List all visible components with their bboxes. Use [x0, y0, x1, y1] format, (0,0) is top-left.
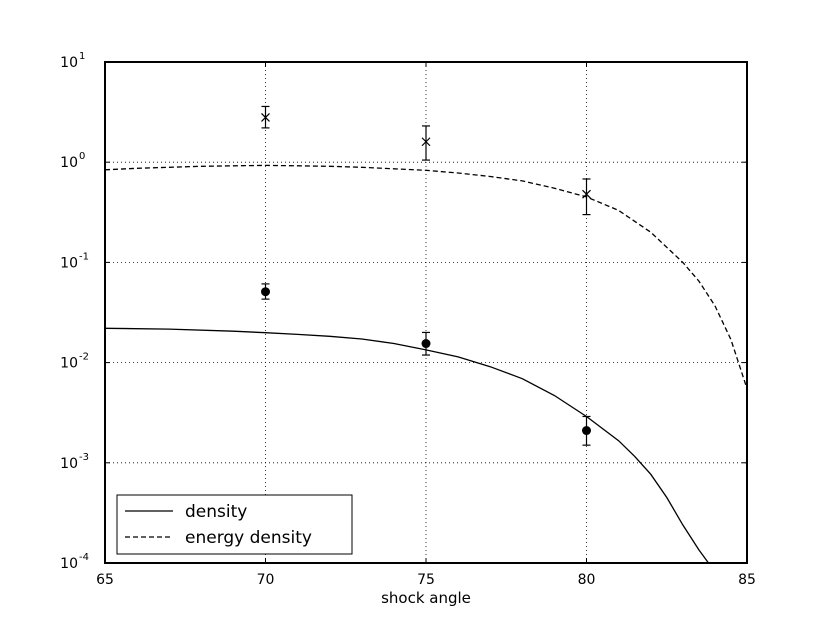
y-tick-label: 10: [60, 356, 78, 372]
x-tick-label: 65: [96, 572, 114, 588]
y-tick-exponent: -2: [79, 352, 89, 363]
y-tick-label: 10: [60, 556, 78, 572]
legend-label: energy density: [185, 528, 312, 548]
series-line-density: [104, 327, 710, 564]
x-tick-label: 80: [578, 572, 596, 588]
data-point-circle: [261, 287, 270, 297]
y-tick-label: 10: [60, 55, 78, 71]
data-point-cross: [261, 112, 270, 122]
data-point-cross: [421, 137, 431, 147]
legend-box: [116, 494, 353, 555]
x-tick-label: 75: [417, 572, 435, 588]
data-point-circle: [421, 339, 431, 349]
series-line-energy-density: [104, 164, 748, 389]
x-tick-label: 70: [257, 572, 275, 588]
y-tick-exponent: 1: [79, 51, 85, 62]
y-tick-label: 10: [60, 255, 78, 271]
y-tick-label: 10: [60, 155, 78, 171]
x-tick-label: 85: [738, 572, 756, 588]
y-tick-exponent: 0: [79, 151, 85, 162]
y-tick-exponent: -1: [79, 251, 89, 262]
y-tick-exponent: -3: [79, 452, 89, 463]
legend-label: density: [185, 502, 247, 522]
series-layer: [104, 164, 748, 564]
x-axis-label: shock angle: [381, 589, 471, 607]
y-tick-label: 10: [60, 456, 78, 472]
legend: density energy density: [116, 494, 353, 555]
marker-layer: [261, 105, 591, 446]
x-axis-ticks: 65 70 75 80 85: [96, 62, 756, 588]
data-point-cross: [582, 189, 591, 199]
y-tick-exponent: -4: [79, 552, 89, 563]
data-point-circle: [582, 426, 591, 436]
